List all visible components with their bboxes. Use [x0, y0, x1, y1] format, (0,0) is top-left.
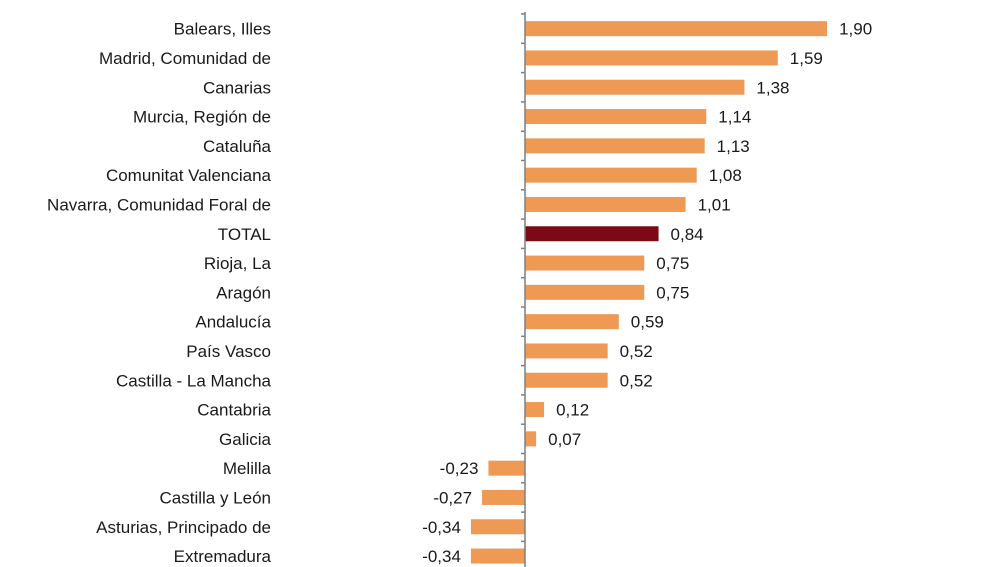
category-label-rioja-la: Rioja, La	[204, 254, 272, 273]
bar-cataluna	[525, 138, 705, 154]
value-label-aragon: 0,75	[656, 283, 689, 302]
bar-navarra-comunidad-foral-de	[525, 196, 686, 212]
category-labels: Balears, Illes Madrid, Comunidad de Canari…	[47, 20, 271, 566]
value-label-murcia-region-de: 1,14	[718, 108, 751, 127]
category-label-cantabria: Cantabria	[197, 401, 271, 420]
category-label-total: TOTAL	[218, 225, 271, 244]
category-label-extremadura: Extremadura	[174, 547, 272, 566]
bar-extremadura	[470, 548, 525, 564]
value-label-rioja-la: 0,75	[656, 254, 689, 273]
value-label-cataluna: 1,13	[717, 137, 750, 156]
bar-balears-illes	[525, 21, 828, 37]
bar-rioja-la	[525, 255, 645, 271]
category-label-galicia: Galicia	[219, 430, 272, 449]
bar-castilla-la-mancha	[525, 372, 608, 388]
value-label-madrid-comunidad-de: 1,59	[790, 49, 823, 68]
bar-andalucia	[525, 314, 619, 330]
value-label-asturias-principado-de: -0,34	[422, 518, 461, 537]
bar-galicia	[525, 431, 537, 447]
category-label-asturias-principado-de: Asturias, Principado de	[96, 518, 271, 537]
category-label-castilla-y-leon: Castilla y León	[159, 488, 271, 507]
bar-total	[525, 226, 659, 242]
value-label-extremadura: -0,34	[422, 547, 461, 566]
bars	[470, 21, 828, 564]
value-label-navarra-comunidad-foral-de: 1,01	[698, 195, 731, 214]
value-label-castilla-y-leon: -0,27	[433, 488, 472, 507]
value-labels: 1,90 1,591,38 1,14 1,13 1,08 1,01 0,84 0,75 0,75…	[422, 20, 872, 566]
bar-murcia-region-de	[525, 109, 707, 125]
value-label-balears-illes: 1,90	[839, 20, 872, 39]
bar-melilla	[488, 460, 525, 476]
category-label-comunitat-valenciana: Comunitat Valenciana	[106, 166, 272, 185]
category-label-murcia-region-de: Murcia, Región de	[133, 108, 271, 127]
value-label-comunitat-valenciana: 1,08	[709, 166, 742, 185]
bar-canarias	[525, 79, 745, 95]
value-label-cantabria: 0,12	[556, 401, 589, 420]
value-label-total: 0,84	[671, 225, 704, 244]
value-label-galicia: 0,07	[548, 430, 581, 449]
category-axis	[521, 12, 526, 567]
bar-pais-vasco	[525, 343, 608, 359]
bar-aragon	[525, 284, 645, 300]
bar-castilla-y-leon	[482, 489, 525, 505]
value-label-canarias: 1,38	[756, 78, 789, 97]
category-label-navarra-comunidad-foral-de: Navarra, Comunidad Foral de	[47, 195, 271, 214]
category-label-canarias: Canarias	[203, 78, 271, 97]
category-label-andalucia: Andalucía	[195, 313, 271, 332]
bar-madrid-comunidad-de	[525, 50, 778, 66]
value-label-pais-vasco: 0,52	[620, 342, 653, 361]
value-label-andalucia: 0,59	[631, 313, 664, 332]
category-label-cataluna: Cataluña	[203, 137, 272, 156]
bar-cantabria	[525, 402, 545, 418]
value-label-melilla: -0,23	[440, 459, 479, 478]
category-label-melilla: Melilla	[223, 459, 272, 478]
category-label-balears-illes: Balears, Illes	[174, 20, 271, 39]
category-label-aragon: Aragón	[216, 283, 271, 302]
category-label-madrid-comunidad-de: Madrid, Comunidad de	[99, 49, 271, 68]
category-label-castilla-la-mancha: Castilla - La Mancha	[116, 371, 272, 390]
category-label-pais-vasco: País Vasco	[186, 342, 271, 361]
value-label-castilla-la-mancha: 0,52	[620, 371, 653, 390]
bar-comunitat-valenciana	[525, 167, 697, 183]
bar-asturias-principado-de	[470, 519, 525, 535]
